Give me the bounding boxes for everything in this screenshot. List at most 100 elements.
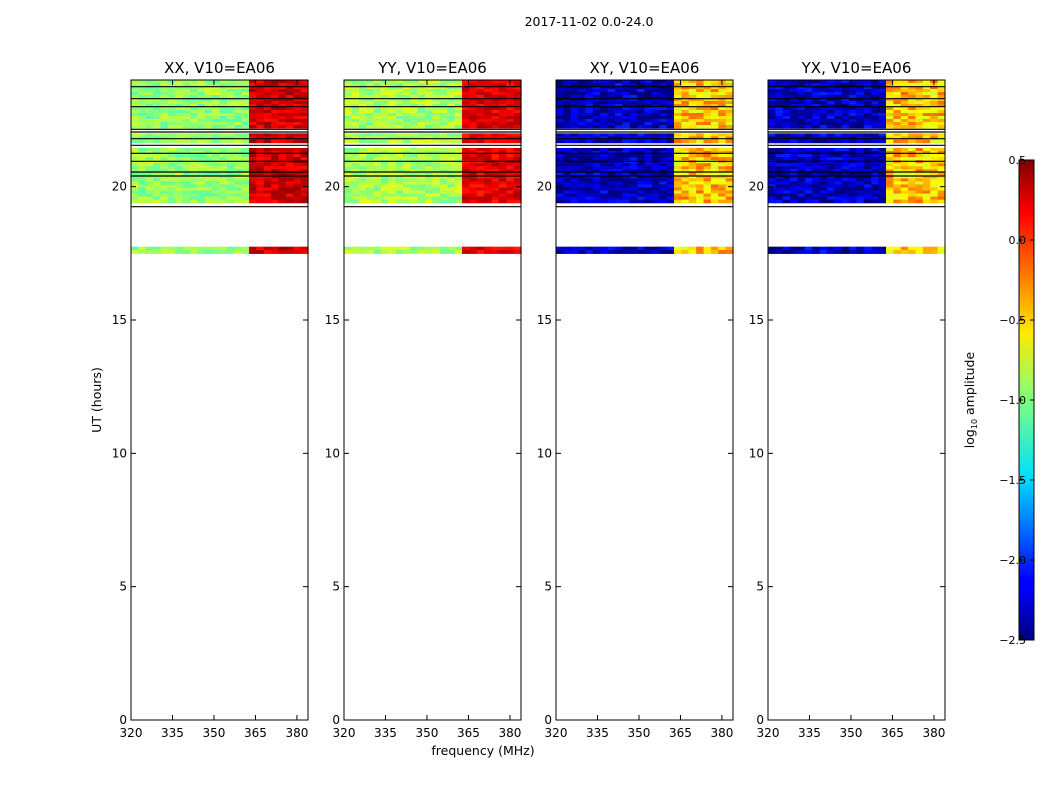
heatmap-cell [797,116,806,120]
heatmap-cell [447,193,456,198]
heatmap-cell [863,148,872,152]
heatmap-cell [841,107,850,111]
heatmap-cell [249,101,257,105]
heatmap-cell [212,160,221,164]
heatmap-cell [153,172,162,176]
heatmap-cell [293,89,302,93]
heatmap-cell [271,98,280,102]
heatmap-cell [900,181,909,186]
heatmap-cell [344,154,352,158]
heatmap-cell [226,172,235,176]
heatmap-cell [212,175,221,179]
heatmap-cell [819,122,828,126]
heatmap-cell [615,116,623,120]
heatmap-cell [908,187,917,192]
heatmap-cell [644,250,653,254]
heatmap-cell [886,86,894,90]
heatmap-cell [644,122,653,126]
heatmap-cell [556,187,564,192]
heatmap-cell [637,89,646,93]
heatmap-cell [878,122,887,126]
heatmap-cell [674,160,682,164]
heatmap-cell [491,166,500,170]
heatmap-cell [696,163,705,167]
heatmap-cell [197,83,206,87]
heatmap-cell [819,190,828,195]
heatmap-cell [153,80,162,84]
heatmap-cell [900,125,909,129]
heatmap-cell [659,246,668,251]
heatmap-cell [395,98,404,102]
heatmap-cell [145,181,154,186]
heatmap-cell [651,166,660,170]
heatmap-cell [138,104,147,108]
heatmap-cell [167,83,176,87]
heatmap-cell [241,163,250,167]
heatmap-cell [454,95,463,99]
heatmap-cell [622,113,631,117]
heatmap-cell [469,83,478,87]
heatmap-cell [182,181,191,186]
heatmap-cell [506,169,515,173]
heatmap-cell [410,157,419,161]
heatmap-cell [841,172,850,176]
heatmap-cell [937,89,946,93]
heatmap-cell [160,133,169,138]
heatmap-cell [908,178,917,183]
heatmap-cell [271,157,280,161]
heatmap-cell [674,166,682,170]
heatmap-cell [476,246,485,251]
heatmap-cell [651,113,660,117]
heatmap-cell [454,166,463,170]
heatmap-cell [797,119,806,123]
heatmap-cell [190,116,198,120]
heatmap-cell [278,80,287,84]
heatmap-cell [506,163,515,167]
heatmap-cell [915,119,924,123]
heatmap-cell [249,190,257,195]
heatmap-cell [410,169,419,173]
heatmap-cell [797,184,806,189]
heatmap-cell [190,125,198,129]
heatmap-cell [615,169,623,173]
heatmap-cell [893,178,902,183]
heatmap-cell [439,175,448,179]
heatmap-cell [351,110,360,114]
heatmap-cell [366,163,375,167]
heatmap-cell [498,181,507,186]
heatmap-cell [249,166,257,170]
heatmap-cell [812,95,821,99]
heatmap-cell [922,199,931,204]
heatmap-cell [131,122,139,126]
heatmap-cell [388,139,397,144]
heatmap-cell [775,110,784,114]
colorbar-tick-label: −1.5 [999,474,1026,487]
heatmap-cell [366,157,375,161]
heatmap-cell [666,172,675,176]
heatmap-cell [344,193,352,198]
heatmap-cell [160,181,169,186]
heatmap-cell [160,89,169,93]
heatmap-cell [886,110,894,114]
heatmap-cell [271,163,280,167]
heatmap-cell [812,250,821,254]
heatmap-cell [871,184,880,189]
heatmap-cell [395,95,404,99]
heatmap-cell [263,101,272,105]
heatmap-cell [138,175,147,179]
heatmap-cell [878,163,887,167]
heatmap-cell [563,104,572,108]
heatmap-cell [834,166,843,170]
heatmap-cell [592,101,601,105]
heatmap-cell [447,104,456,108]
heatmap-cell [256,95,265,99]
heatmap-cell [841,86,850,90]
heatmap-cell [900,107,909,111]
heatmap-cell [878,98,887,102]
heatmap-cell [622,148,631,152]
heatmap-cell [637,101,646,105]
heatmap-cell [908,101,917,105]
colorbar-label-subscript: 10 [970,419,979,429]
heatmap-cell [498,178,507,183]
heatmap-cell [790,89,799,93]
